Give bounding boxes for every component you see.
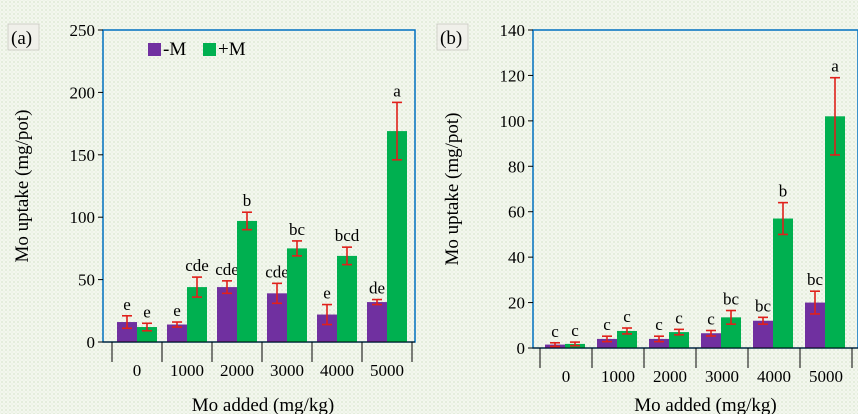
significance-letter: c	[551, 322, 559, 341]
bar-minus-m	[267, 293, 287, 342]
significance-letter: bcd	[335, 226, 360, 245]
panel-label: (b)	[440, 28, 462, 49]
y-tick-label: 50	[78, 271, 95, 290]
y-tick-label: 100	[500, 112, 526, 131]
y-tick-label: 250	[70, 21, 96, 40]
x-tick-label: 5000	[370, 361, 404, 380]
y-tick-label: 140	[500, 21, 526, 40]
significance-letter: c	[675, 308, 683, 327]
plot-frame	[532, 29, 858, 349]
significance-letter: c	[655, 315, 663, 334]
chart-panel-a: 0 50 100 150 200 250 Mo uptake (mg/pot) (a) 0 100…	[7, 21, 416, 414]
significance-letter: c	[707, 310, 715, 329]
panel-label: (a)	[11, 28, 32, 49]
y-tick-label: 0	[517, 339, 526, 358]
y-tick-label: 120	[500, 66, 526, 85]
legend-swatch-plus-m	[203, 43, 216, 56]
x-tick-label: 2000	[220, 361, 254, 380]
panel-label-box	[436, 23, 469, 51]
significance-letter: c	[623, 307, 631, 326]
significance-letter: e	[143, 302, 151, 321]
legend: -M +M	[148, 39, 246, 60]
bar-plus-m	[617, 330, 637, 348]
x-tick-label: 1000	[170, 361, 204, 380]
y-tick-label: 80	[508, 157, 525, 176]
bar-plus-m	[669, 332, 689, 348]
significance-letter: a	[393, 81, 401, 100]
significance-letter: b	[779, 182, 788, 201]
significance-letter: c	[571, 321, 579, 340]
bar-plus-m	[773, 218, 793, 348]
x-tick-label: 4000	[320, 361, 354, 380]
significance-letter: a	[831, 57, 839, 76]
y-tick-label: 60	[508, 203, 525, 222]
x-tick-label: 0	[562, 367, 571, 386]
bar-minus-m	[367, 302, 387, 342]
panel-label-box	[7, 23, 40, 51]
significance-letter: e	[173, 301, 181, 320]
y-tick-label: 100	[70, 208, 96, 227]
bar-plus-m	[825, 116, 845, 348]
bar-plus-m	[721, 317, 741, 348]
y-tick-label: 40	[508, 248, 525, 267]
bar-minus-m	[649, 338, 669, 348]
legend-swatch-minus-m	[148, 43, 161, 56]
bar-plus-m	[337, 255, 357, 342]
x-tick-label: 2000	[653, 367, 687, 386]
significance-letter: de	[369, 279, 385, 298]
x-tick-label: 1000	[601, 367, 635, 386]
bar-minus-m	[117, 322, 137, 342]
y-tick-label: 0	[87, 333, 96, 352]
bar-plus-m	[287, 248, 307, 342]
x-tick-label: 3000	[705, 367, 739, 386]
significance-letter: bc	[723, 290, 740, 309]
bar-minus-m	[753, 320, 773, 348]
y-tick-label: 150	[70, 146, 96, 165]
x-axis-title: Mo added (mg/kg)	[634, 395, 776, 414]
bar-plus-m	[387, 131, 407, 342]
y-axis-title: Mo uptake (mg/pot)	[442, 112, 463, 265]
bar-plus-m	[237, 220, 257, 342]
x-axis-title: Mo added (mg/kg)	[192, 395, 334, 414]
significance-letter: cde	[185, 256, 209, 275]
x-tick-label: 4000	[757, 367, 791, 386]
significance-letter: bc	[755, 296, 772, 315]
bar-minus-m	[701, 333, 721, 348]
y-axis-title: Mo uptake (mg/pot)	[12, 109, 33, 262]
x-tick-label: 3000	[270, 361, 304, 380]
significance-letter: b	[243, 191, 252, 210]
bar-minus-m	[317, 314, 337, 342]
bar-minus-m	[597, 338, 617, 348]
significance-letter: cde	[265, 262, 289, 281]
y-tick-label: 200	[70, 83, 96, 102]
y-tick-label: 20	[508, 294, 525, 313]
x-tick-label: 5000	[809, 367, 843, 386]
significance-letter: cde	[215, 260, 239, 279]
legend-label: +M	[218, 39, 246, 60]
significance-letter: c	[603, 315, 611, 334]
bar-plus-m	[187, 287, 207, 342]
significance-letter: bc	[807, 270, 824, 289]
bar-minus-m	[167, 324, 187, 342]
significance-letter: e	[323, 284, 331, 303]
legend-label: -M	[163, 39, 186, 60]
chart-panel-b: 0 20 40 60 80 100 120 140 Mo uptake (mg/pot) (b) 0…	[436, 21, 858, 414]
bar-minus-m	[217, 287, 237, 342]
significance-letter: e	[123, 295, 131, 314]
significance-letter: bc	[289, 220, 306, 239]
x-tick-label: 0	[133, 361, 142, 380]
